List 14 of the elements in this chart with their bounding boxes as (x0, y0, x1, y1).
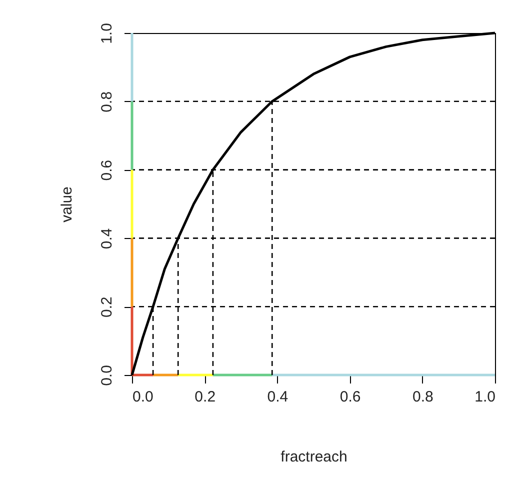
x-tick-label: 0.8 (412, 388, 434, 406)
y-axis-title: value (58, 186, 76, 222)
y-tick-label: 1.0 (98, 23, 116, 44)
y-tick-label: 0.0 (98, 365, 116, 386)
x-axis-title: fractreach (280, 448, 348, 466)
x-tick-label: 1.0 (474, 388, 496, 406)
y-tick-label: 0.8 (98, 91, 116, 112)
x-tick-label: 0.6 (340, 388, 361, 406)
x-tick-label: 0.2 (194, 388, 216, 406)
y-tick-label: 0.2 (98, 296, 116, 318)
x-tick-label: 0.0 (132, 388, 154, 406)
x-tick-label: 0.4 (267, 388, 288, 406)
y-tick-label: 0.4 (98, 228, 116, 250)
y-tick-label: 0.6 (98, 160, 116, 181)
